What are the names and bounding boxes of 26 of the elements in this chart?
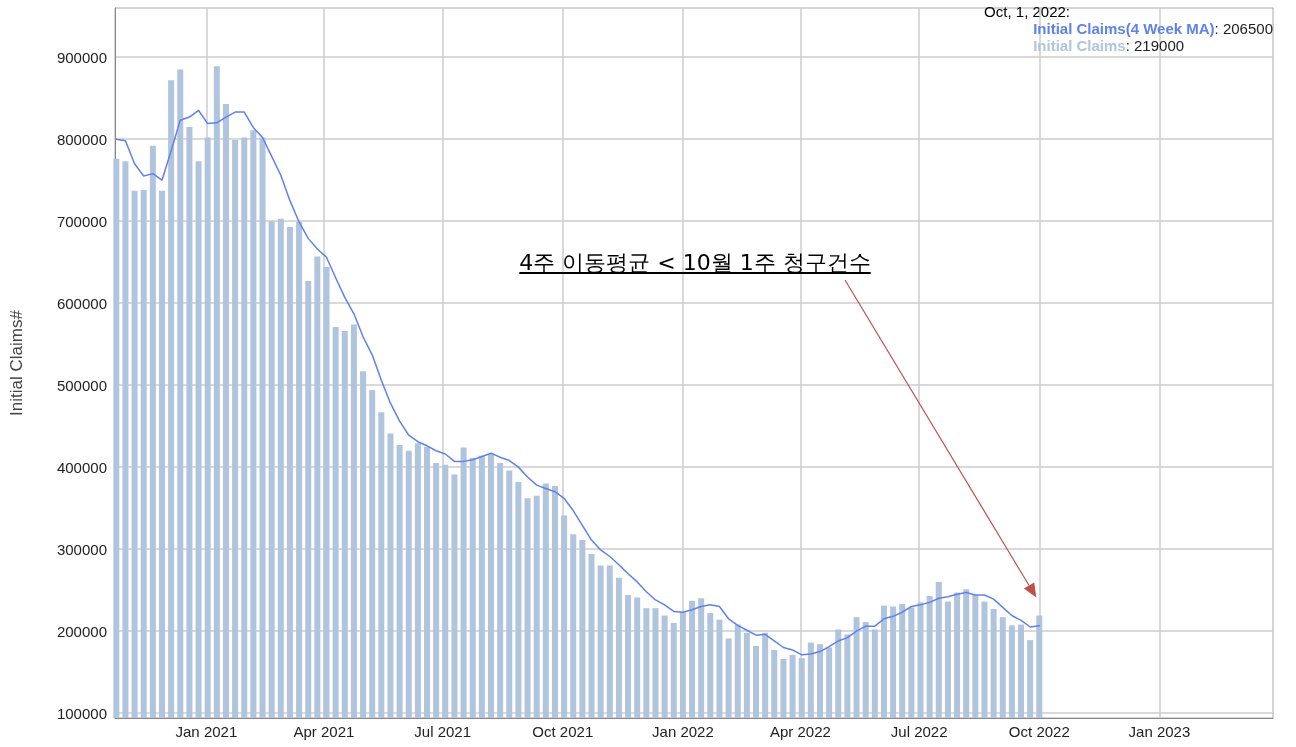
- y-tick-label: 800000: [56, 130, 107, 148]
- y-tick-label: 700000: [56, 212, 107, 230]
- x-tick-label: Jul 2021: [414, 723, 472, 740]
- x-tick-label: Jan 2023: [1128, 723, 1191, 740]
- y-tick-label: 100000: [56, 704, 107, 722]
- line-series: [115, 109, 1041, 656]
- y-axis-title: Initial Claims#: [7, 309, 26, 416]
- x-tick-label: Jan 2022: [652, 723, 714, 740]
- x-tick-label: Oct 2022: [1008, 723, 1070, 740]
- annotation: 4주 이동평균 < 10월 1주 청구건수: [519, 249, 871, 277]
- y-tick-label: 600000: [56, 294, 107, 312]
- x-tick-label: Jan 2021: [175, 723, 238, 740]
- x-tick-label: Apr 2022: [769, 723, 831, 740]
- x-tick-label: Jul 2022: [890, 723, 948, 740]
- x-tick-label: Oct 2021: [532, 723, 594, 740]
- y-tick-label: 300000: [56, 540, 107, 558]
- text: Initial Claims: [1033, 37, 1126, 54]
- x-tick-label: Apr 2021: [293, 723, 355, 740]
- y-tick-label: 500000: [56, 376, 107, 394]
- y-tick-label: 400000: [56, 458, 107, 476]
- text: Initial Claims(4 Week MA): [1033, 20, 1215, 37]
- y-tick-label: 900000: [56, 48, 107, 66]
- annotation: : 206500: [1214, 20, 1273, 37]
- annotation: Oct, 1, 2022:: [984, 3, 1071, 20]
- annotation: : 219000: [1125, 37, 1185, 54]
- y-tick-label: 200000: [56, 622, 107, 640]
